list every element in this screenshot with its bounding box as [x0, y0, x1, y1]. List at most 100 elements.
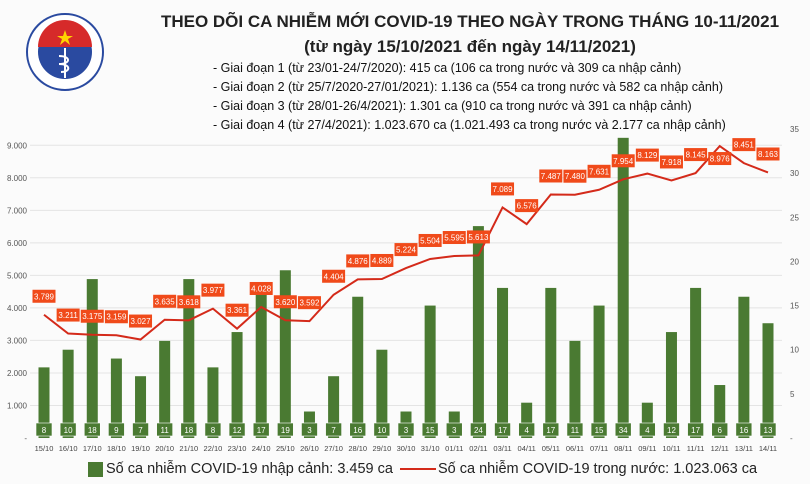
bar-data-label: 8 [211, 426, 216, 435]
bar-label-box [494, 422, 511, 437]
left-axis-tick: 4.000 [7, 304, 28, 313]
x-axis-tick: 13/11 [735, 444, 753, 453]
line-label-box [201, 283, 225, 297]
line-label-box [346, 254, 370, 268]
x-axis-tick: 21/10 [179, 444, 198, 453]
line-data-label: 7.954 [613, 157, 634, 166]
bar-data-label: 19 [281, 426, 290, 435]
bar-data-label: 4 [524, 426, 529, 435]
line-label-box [539, 169, 563, 183]
line-label-box [659, 155, 683, 169]
line-data-label: 8.451 [734, 141, 755, 150]
right-axis-tick: 5 [790, 390, 795, 399]
x-axis-tick: 14/11 [759, 444, 777, 453]
line-label-box [104, 310, 128, 324]
line-label-box [442, 231, 466, 245]
bar-data-label: 10 [377, 426, 386, 435]
line-data-label: 3.159 [106, 313, 127, 322]
bar [110, 358, 122, 438]
line-label-box [370, 253, 394, 267]
right-axis-tick: 10 [790, 346, 799, 355]
x-axis-tick: 02/11 [469, 444, 487, 453]
bar [183, 279, 195, 438]
bar-label-box [421, 422, 439, 437]
line-label-box [225, 303, 249, 317]
line-label-box [756, 147, 780, 161]
right-axis-tick: - [790, 434, 793, 443]
x-axis-tick: 26/10 [300, 444, 319, 453]
bar-data-label: 8 [42, 426, 47, 435]
bar-data-label: 18 [88, 426, 97, 435]
left-axis-tick: 7.000 [7, 206, 28, 215]
bar-label-box [228, 422, 246, 437]
domestic-line [43, 144, 769, 341]
bar-data-label: 9 [114, 426, 119, 435]
line-label-box [177, 295, 201, 309]
x-axis-tick: 15/10 [35, 444, 54, 453]
line-label-box [684, 148, 708, 162]
bar [714, 385, 726, 438]
left-axis-tick: 8.000 [7, 174, 28, 183]
bar-label-box [132, 422, 149, 437]
x-axis-tick: 23/10 [228, 444, 247, 453]
bar-data-label: 18 [184, 426, 193, 435]
bar-data-label: 15 [426, 426, 435, 435]
bar-label-box [156, 422, 173, 437]
line-data-label: 6.576 [517, 202, 538, 211]
bar-label-box [59, 422, 77, 437]
bar-data-label: 17 [498, 426, 507, 435]
bar [352, 296, 364, 438]
bar [545, 287, 557, 438]
line-data-label: 4.404 [324, 272, 345, 281]
line-data-label: 3.620 [275, 298, 296, 307]
bar [690, 287, 702, 438]
line-label-box [129, 314, 153, 328]
line-label-box [466, 230, 490, 244]
bar-data-label: 11 [161, 426, 170, 435]
right-axis-tick: 15 [790, 302, 799, 311]
line-data-label: 4.028 [251, 284, 272, 293]
line-label-box [153, 294, 177, 308]
left-axis-tick: 1.000 [7, 401, 28, 410]
bar-label-box [373, 422, 391, 437]
bar-label-box [566, 422, 584, 437]
line-data-label: 3.618 [179, 298, 200, 307]
ministry-of-health-logo [26, 13, 104, 91]
bar [641, 402, 653, 438]
line-data-label: 7.918 [661, 158, 682, 167]
line-label-box [732, 138, 756, 152]
line-data-label: 7.480 [565, 172, 586, 181]
bar-label-box [735, 422, 753, 437]
legend-swatch-bar [88, 461, 103, 477]
x-axis-tick: 29/10 [372, 444, 391, 453]
bar-label-box [252, 422, 270, 437]
bar-label-box [590, 422, 608, 437]
bar-label-box [445, 422, 463, 437]
bar [569, 340, 581, 438]
bar-label-box [349, 422, 367, 437]
left-axis-tick: 5.000 [7, 271, 28, 280]
line-label-box [563, 169, 587, 183]
x-axis-tick: 11/11 [687, 444, 705, 453]
bar [762, 323, 774, 438]
x-axis-tick: 28/10 [348, 444, 367, 453]
bar-label-box [83, 422, 101, 437]
x-axis-tick: 31/10 [421, 444, 440, 453]
line-data-label: 4.876 [348, 257, 369, 266]
line-data-label: 3.635 [155, 297, 176, 306]
bar-label-box [663, 422, 680, 437]
bar-label-box [204, 422, 222, 437]
right-axis-tick: 35 [790, 125, 799, 134]
line-data-label: 4.889 [372, 256, 393, 265]
bar-label-box [518, 422, 535, 437]
note-phase-3: - Giai đoạn 3 (từ 28/01-26/4/2021): 1.30… [213, 99, 692, 113]
bar-label-box [325, 422, 342, 437]
x-axis-tick: 06/11 [566, 444, 584, 453]
left-axis-tick: 2.000 [7, 369, 28, 378]
bar-data-label: 3 [452, 426, 457, 435]
line-label-box [80, 309, 104, 323]
x-axis-tick: 17/10 [83, 444, 102, 453]
bar [159, 340, 171, 438]
left-axis-tick: 3.000 [7, 336, 28, 345]
